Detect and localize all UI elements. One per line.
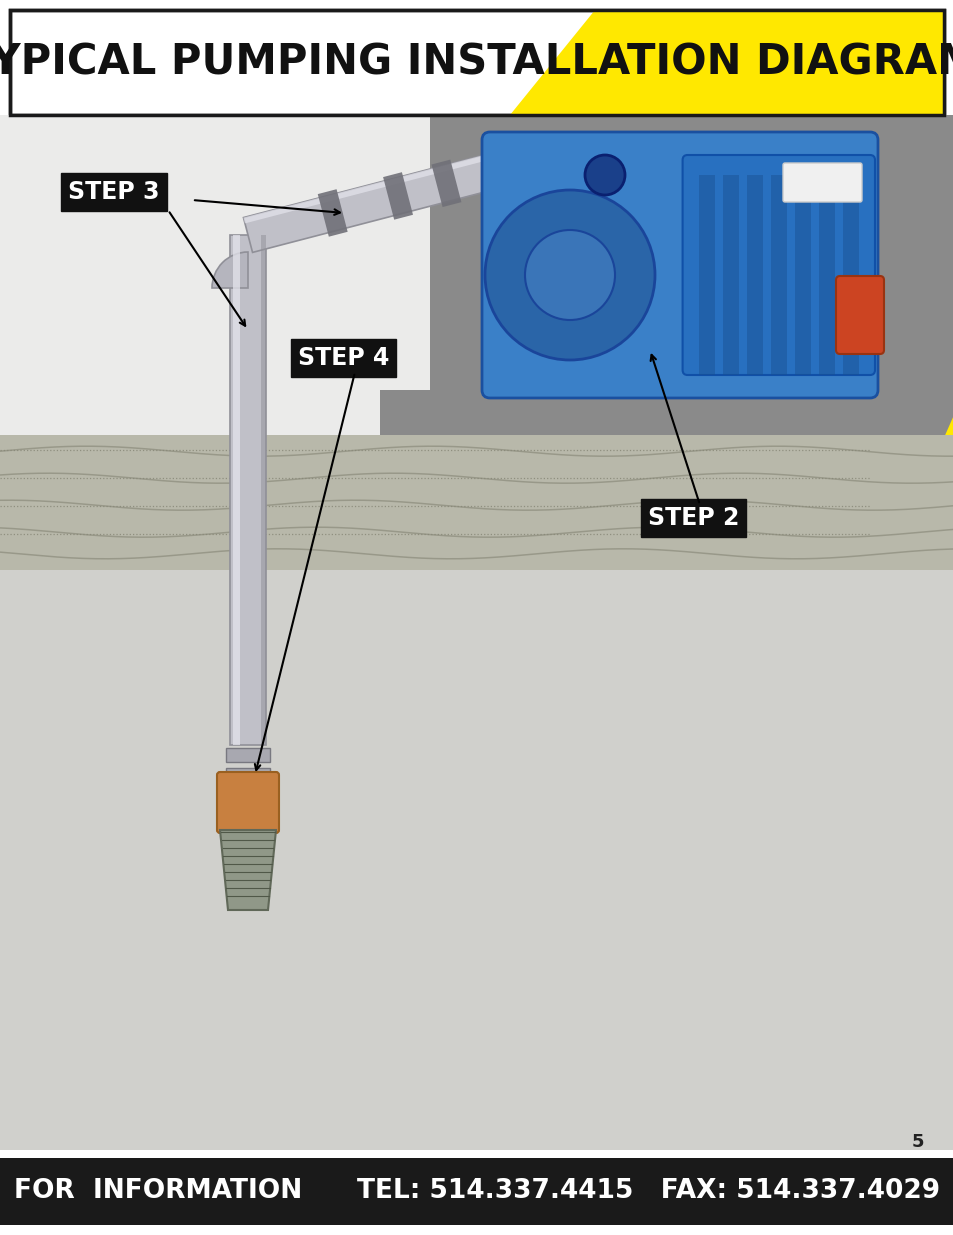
Bar [746, 175, 762, 375]
Polygon shape [243, 154, 494, 252]
Bar [818, 175, 834, 375]
Bar [230, 235, 266, 745]
FancyBboxPatch shape [481, 132, 877, 398]
Polygon shape [243, 154, 486, 224]
Text: 5: 5 [911, 1132, 923, 1151]
Bar [0, 115, 953, 1150]
FancyBboxPatch shape [216, 772, 278, 832]
FancyBboxPatch shape [835, 275, 883, 354]
Bar [794, 175, 810, 375]
Text: STEP 2: STEP 2 [647, 506, 739, 530]
Bar [842, 175, 858, 375]
Bar [0, 435, 953, 571]
Bar [226, 768, 270, 782]
Bar [722, 175, 739, 375]
Bar [226, 748, 270, 762]
Bar [233, 235, 240, 745]
Bar [770, 175, 786, 375]
Circle shape [484, 190, 655, 359]
Text: STEP 3: STEP 3 [68, 180, 159, 204]
FancyBboxPatch shape [782, 163, 862, 203]
Circle shape [584, 156, 624, 195]
Circle shape [524, 230, 615, 320]
Bar [0, 1158, 953, 1225]
Polygon shape [510, 10, 943, 115]
Polygon shape [379, 115, 953, 435]
FancyBboxPatch shape [682, 156, 874, 375]
Bar [699, 175, 714, 375]
Polygon shape [629, 415, 953, 1150]
Bar [0, 571, 953, 1150]
Text: TYPICAL PUMPING INSTALLATION DIAGRAM: TYPICAL PUMPING INSTALLATION DIAGRAM [0, 41, 953, 83]
Bar [261, 235, 266, 745]
Wedge shape [212, 252, 248, 288]
Bar [10, 10, 943, 115]
Polygon shape [220, 830, 275, 910]
Text: STEP 4: STEP 4 [297, 346, 389, 370]
Bar [10, 10, 943, 115]
Text: FOR  INFORMATION      TEL: 514.337.4415   FAX: 514.337.4029: FOR INFORMATION TEL: 514.337.4415 FAX: 5… [14, 1178, 939, 1204]
